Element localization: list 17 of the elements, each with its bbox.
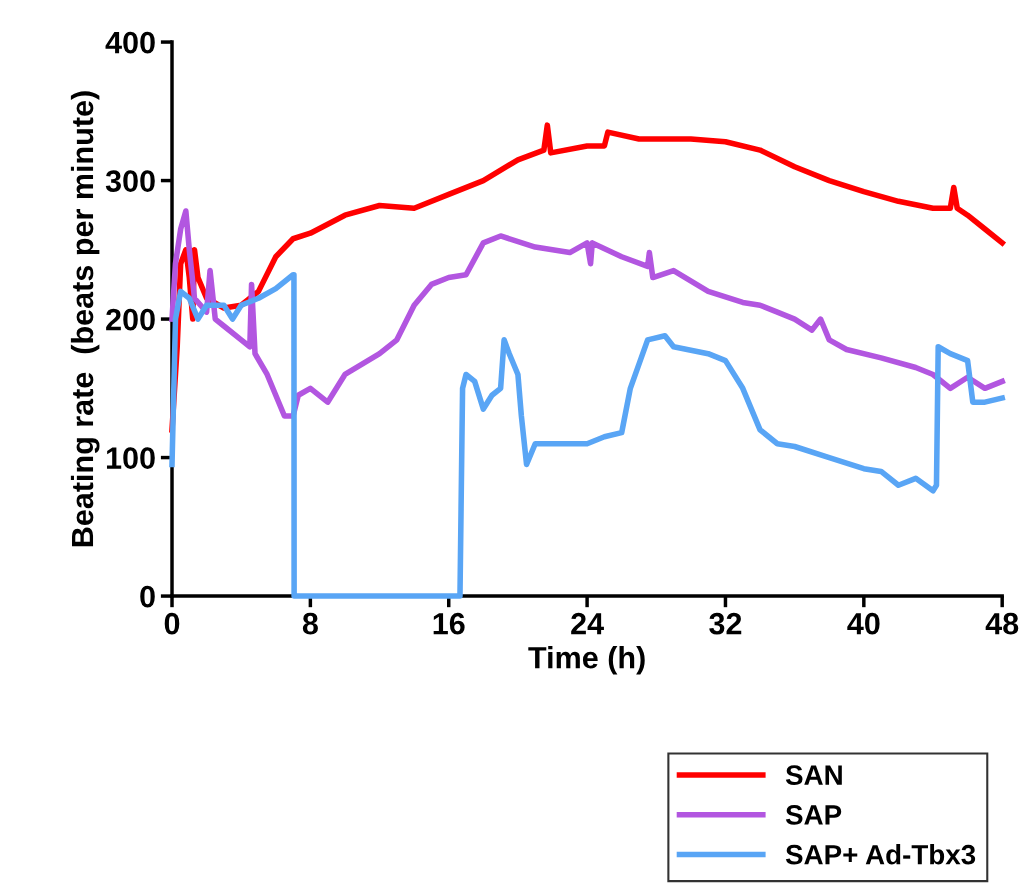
x-tick-label: 48 (985, 612, 1019, 635)
x-tick-label: 0 (164, 612, 180, 635)
y-tick-label: 200 (106, 308, 155, 331)
y-tick-label: 100 (106, 447, 155, 469)
legend-label: SAP (785, 805, 842, 825)
y-axis-title: Beating rate (beats per minute) (70, 91, 100, 547)
x-tick-label: 8 (302, 612, 318, 635)
x-tick-label: 24 (571, 612, 604, 635)
y-tick-label: 400 (105, 31, 155, 54)
y-tick-label: 0 (140, 585, 155, 608)
x-axis-title: Time (h) (528, 646, 645, 675)
legend-label: SAN (785, 765, 842, 785)
legend-label: SAP+ Ad-Tbx3 (785, 844, 976, 865)
x-tick-label: 16 (433, 612, 465, 635)
x-tick-label: 40 (847, 612, 880, 635)
x-tick-label: 32 (709, 612, 742, 635)
y-tick-label: 300 (105, 170, 155, 192)
